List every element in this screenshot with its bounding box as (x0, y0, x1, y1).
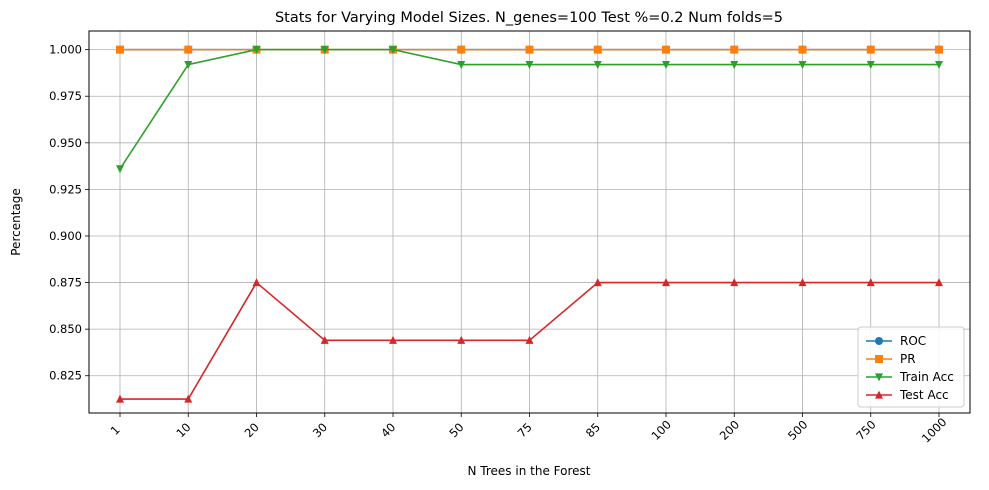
grid-lines (89, 31, 970, 413)
legend-label-test-acc: Test Acc (899, 388, 949, 402)
data-point-pr (457, 45, 466, 54)
data-point-train-acc (389, 46, 397, 55)
x-tick-label: 1 (108, 423, 123, 438)
legend-marker-test-acc (875, 390, 883, 399)
y-axis: 0.825 0.850 0.875 0.900 0.925 0.950 0.975 1.000 (49, 43, 89, 383)
x-tick-label: 85 (583, 420, 603, 440)
data-point-test-acc (389, 335, 397, 344)
x-tick-label: 75 (515, 420, 535, 440)
legend-marker-train-acc (875, 373, 883, 382)
legend-label-pr: PR (900, 352, 916, 366)
y-axis-label: Percentage (9, 188, 23, 256)
data-point-pr (593, 45, 602, 54)
data-point-train-acc (866, 60, 875, 69)
x-tick-label: 40 (378, 420, 398, 440)
data-point-test-acc (252, 278, 261, 287)
data-point-test-acc (662, 278, 670, 287)
x-tick-label: 1000 (919, 415, 950, 446)
data-point-test-acc (320, 335, 329, 344)
y-tick-label: 0.900 (49, 229, 82, 243)
data-point-test-acc (730, 278, 739, 287)
x-tick-label: 50 (446, 420, 466, 440)
data-point-train-acc (457, 60, 466, 69)
data-point-train-acc (116, 165, 124, 174)
x-tick-label: 30 (310, 420, 330, 440)
x-tick-label: 10 (173, 420, 193, 440)
legend-box (857, 326, 965, 408)
data-point-test-acc (866, 278, 875, 287)
legend-marker-pr (875, 355, 883, 363)
data-point-pr (525, 45, 534, 54)
legend: ROC PR Train Acc Test Acc (857, 326, 965, 408)
data-point-test-acc (457, 335, 466, 344)
data-point-train-acc (730, 60, 739, 69)
data-point-train-acc (593, 60, 602, 69)
data-point-test-acc (593, 278, 602, 287)
data-point-test-acc (184, 394, 193, 403)
series-train-acc (116, 46, 943, 174)
data-point-pr (662, 45, 670, 54)
y-tick-label: 0.925 (49, 182, 82, 196)
x-tick-label: 500 (785, 417, 810, 442)
data-point-train-acc (798, 60, 807, 69)
data-point-test-acc (798, 278, 807, 287)
data-point-train-acc (252, 46, 261, 55)
y-tick-label: 0.950 (49, 136, 82, 150)
data-point-pr (866, 45, 875, 54)
data-point-train-acc (184, 60, 193, 69)
data-point-pr (116, 45, 124, 54)
series-test-acc (116, 278, 943, 403)
x-tick-label: 20 (242, 420, 262, 440)
legend-label-train-acc: Train Acc (899, 370, 954, 384)
y-tick-label: 0.975 (49, 89, 82, 103)
data-point-pr (798, 45, 807, 54)
data-point-pr (935, 45, 943, 54)
x-tick-label: 750 (853, 417, 878, 442)
data-point-pr (730, 45, 739, 54)
y-tick-label: 0.825 (49, 369, 82, 383)
data-point-test-acc (935, 278, 943, 287)
x-tick-label: 100 (648, 417, 673, 442)
data-point-train-acc (935, 60, 943, 69)
data-point-train-acc (662, 60, 670, 69)
x-tick-label: 200 (717, 417, 742, 442)
chart-title: Stats for Varying Model Sizes. N_genes=1… (275, 10, 783, 26)
y-tick-label: 0.875 (49, 276, 82, 290)
data-point-train-acc (525, 60, 534, 69)
data-point-test-acc (116, 394, 124, 403)
y-tick-label: 0.850 (49, 322, 82, 336)
data-point-train-acc (320, 46, 329, 55)
x-axis-label: N Trees in the Forest (468, 464, 591, 478)
data-point-pr (184, 45, 193, 54)
legend-label-roc: ROC (900, 334, 926, 348)
series-lines (116, 45, 943, 403)
legend-marker-roc (875, 337, 883, 345)
x-axis: 1 10 20 30 40 50 75 85 100 200 500 750 1000 (108, 413, 950, 446)
data-point-test-acc (525, 335, 534, 344)
y-tick-label: 1.000 (49, 43, 82, 57)
